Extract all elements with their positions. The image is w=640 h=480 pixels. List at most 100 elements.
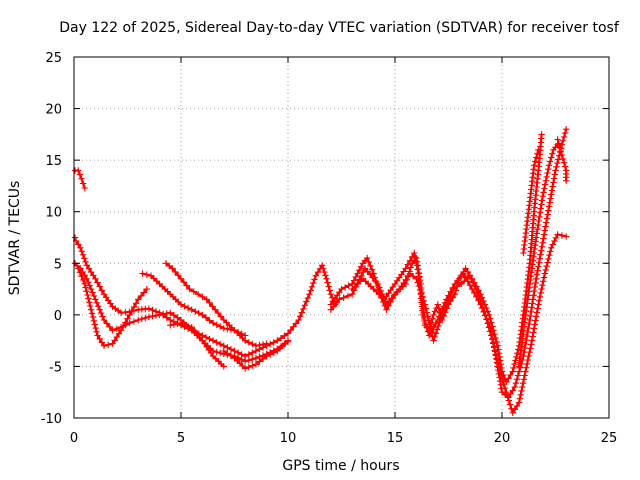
series-trace-13 xyxy=(554,136,570,184)
plus-marker xyxy=(194,291,202,298)
plus-marker xyxy=(561,129,569,137)
plus-marker xyxy=(552,234,560,241)
plus-marker xyxy=(550,175,558,182)
plus-marker xyxy=(528,337,536,344)
plus-marker xyxy=(514,350,521,357)
plus-marker xyxy=(483,316,490,323)
plus-marker xyxy=(487,315,494,322)
plus-marker xyxy=(203,296,210,303)
plus-marker xyxy=(212,306,219,313)
axis-ticks: 0 5 10 15 20 25 25 20 15 10 5 0 -5 -10 xyxy=(41,51,618,446)
series-trace-4 xyxy=(139,270,249,339)
plus-marker xyxy=(344,292,352,300)
plus-marker xyxy=(421,301,429,308)
plus-marker xyxy=(549,150,556,157)
plus-marker xyxy=(525,324,532,332)
plus-marker xyxy=(514,372,522,379)
plus-marker xyxy=(217,313,225,320)
plus-marker xyxy=(130,318,138,325)
plus-marker xyxy=(536,297,543,304)
plus-marker xyxy=(333,299,340,306)
plot-frame xyxy=(73,56,610,419)
plus-marker xyxy=(533,313,540,320)
plus-marker xyxy=(113,333,120,341)
plus-marker xyxy=(206,299,213,306)
plus-marker xyxy=(341,284,349,291)
plus-marker xyxy=(322,272,329,279)
plus-marker xyxy=(536,255,543,262)
plus-marker xyxy=(547,195,554,202)
plus-marker xyxy=(545,166,552,173)
plus-marker xyxy=(290,323,297,330)
plus-marker xyxy=(196,334,203,341)
plus-marker xyxy=(84,291,91,299)
plus-marker xyxy=(338,285,345,293)
plus-marker xyxy=(538,243,546,250)
plus-marker xyxy=(513,402,521,410)
plus-marker xyxy=(89,289,96,296)
plus-marker xyxy=(170,321,178,328)
plus-marker xyxy=(143,271,150,278)
plus-marker xyxy=(180,279,188,286)
plus-marker xyxy=(284,330,292,337)
plus-marker xyxy=(510,364,517,372)
plus-marker xyxy=(307,287,314,294)
grid-lines xyxy=(74,57,609,418)
plus-marker xyxy=(545,203,553,210)
plus-marker xyxy=(523,332,531,340)
plus-marker xyxy=(430,311,437,319)
plus-marker xyxy=(277,335,285,342)
plus-marker xyxy=(507,371,514,379)
plus-marker xyxy=(431,308,439,315)
plus-marker xyxy=(377,287,384,294)
plus-marker xyxy=(220,325,227,332)
plus-marker xyxy=(558,151,566,159)
plus-marker xyxy=(87,306,95,313)
plus-marker xyxy=(350,287,358,294)
plus-marker xyxy=(544,259,551,266)
plus-marker xyxy=(446,293,453,300)
plus-marker xyxy=(177,319,185,327)
plus-marker xyxy=(438,311,446,319)
plus-marker xyxy=(539,193,546,200)
plus-marker xyxy=(533,275,540,282)
plus-marker xyxy=(306,291,313,298)
plus-marker xyxy=(558,232,566,239)
plus-marker xyxy=(336,296,343,303)
plus-marker xyxy=(358,272,365,279)
plus-marker xyxy=(249,356,256,363)
plus-marker xyxy=(177,301,185,308)
plus-marker xyxy=(249,340,256,348)
plus-marker xyxy=(494,360,502,367)
plus-marker xyxy=(424,313,431,320)
plus-marker xyxy=(172,268,179,276)
plus-marker xyxy=(106,323,113,331)
y-tick-label: 5 xyxy=(54,257,62,272)
plus-marker xyxy=(120,323,127,330)
plus-marker xyxy=(202,334,210,341)
plus-marker xyxy=(379,291,386,298)
plus-marker xyxy=(92,296,99,303)
plus-marker xyxy=(263,352,270,360)
plus-marker xyxy=(79,251,87,258)
plus-marker xyxy=(524,356,532,364)
plus-marker xyxy=(267,351,274,358)
plus-marker xyxy=(420,297,427,305)
plus-marker xyxy=(528,269,535,276)
plus-marker xyxy=(509,409,516,416)
plus-marker xyxy=(534,150,541,157)
plus-marker xyxy=(111,337,118,344)
plus-marker xyxy=(546,199,553,206)
plus-marker xyxy=(135,296,142,303)
plus-marker xyxy=(451,291,459,298)
plus-marker xyxy=(536,293,544,300)
plus-marker xyxy=(531,245,538,253)
plus-marker xyxy=(556,144,563,151)
plus-marker xyxy=(124,315,131,322)
plus-marker xyxy=(504,393,511,400)
plus-marker xyxy=(90,317,98,324)
plus-marker xyxy=(527,308,535,315)
plus-marker xyxy=(522,340,529,348)
plus-marker xyxy=(142,314,149,322)
plus-marker xyxy=(500,380,507,388)
